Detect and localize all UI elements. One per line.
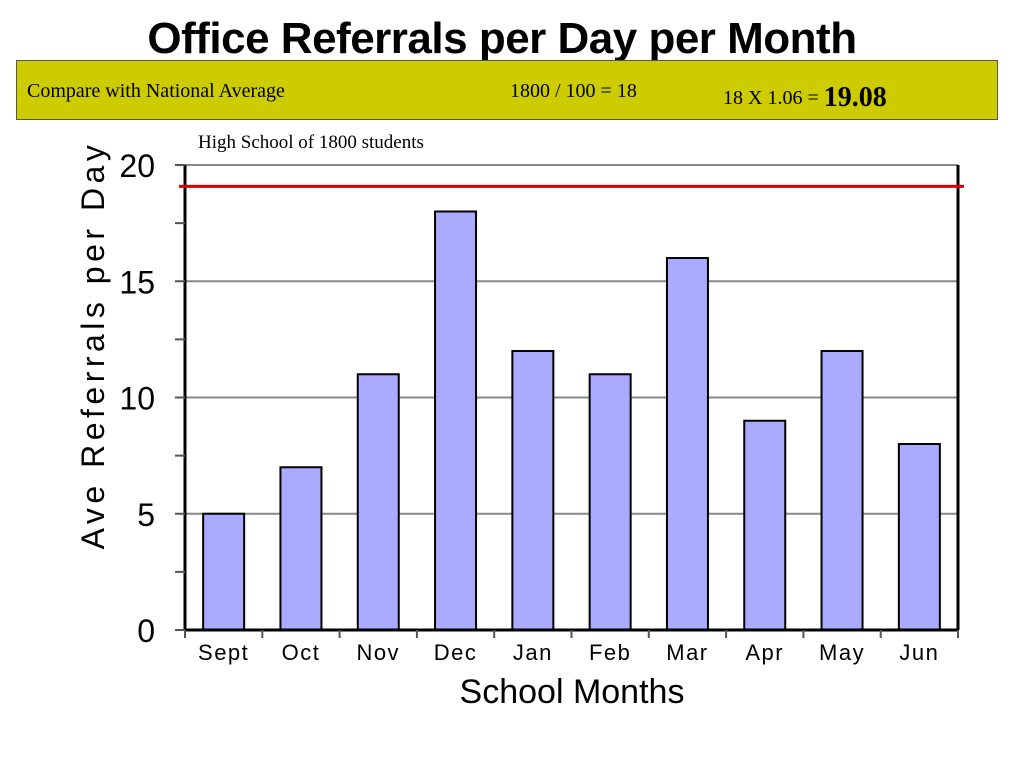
- banner-calc-one: 1800 / 100 = 18: [510, 80, 637, 102]
- bar-may: [820, 350, 864, 631]
- y-tick-label: 15: [119, 264, 155, 300]
- x-tick-label: Feb: [589, 640, 631, 665]
- banner-result: 19.08: [823, 82, 887, 113]
- banner-calc-two: 18 X 1.06 = 19.08: [723, 80, 887, 113]
- bar-jun: [897, 443, 941, 631]
- bar-dec: [434, 210, 478, 631]
- bar-feb: [588, 373, 632, 631]
- y-tick-label: 20: [119, 148, 155, 184]
- x-axis-title: School Months: [460, 673, 685, 711]
- bars: [202, 210, 941, 631]
- national-average-banner: Compare with National Average 1800 / 100…: [16, 60, 998, 120]
- bar-nov: [356, 373, 400, 631]
- x-tick-label: Dec: [434, 640, 478, 665]
- banner-compare-label: Compare with National Average: [27, 80, 285, 102]
- x-tick-label: Sept: [198, 640, 249, 665]
- y-tick-label: 5: [137, 497, 155, 533]
- chart-subtitle: High School of 1800 students: [198, 132, 424, 153]
- bar-apr: [743, 419, 787, 631]
- page-title: Office Referrals per Day per Month: [147, 14, 857, 63]
- x-tick-label: Mar: [666, 640, 708, 665]
- bar-mar: [665, 257, 709, 631]
- x-tick-label: Oct: [282, 640, 321, 665]
- x-tick-label: Jan: [513, 640, 553, 665]
- x-tick-label: Nov: [356, 640, 400, 665]
- y-tick-label: 0: [137, 613, 155, 649]
- x-tick-label: Jun: [899, 640, 939, 665]
- x-tick-label: Apr: [745, 640, 784, 665]
- y-tick-label: 10: [119, 381, 155, 417]
- y-axis-title: Ave Referrals per Day: [75, 141, 111, 550]
- bar-jan: [511, 350, 555, 631]
- bar-sept: [202, 512, 246, 631]
- axes: 0 5 10 15 20 Sept Oct Nov Dec Jan Feb Mar Apr May Jun: [119, 148, 960, 665]
- x-tick-label: May: [819, 640, 865, 665]
- bar-oct: [279, 466, 323, 631]
- banner-calc-two-text: 18 X 1.06 =: [723, 87, 824, 109]
